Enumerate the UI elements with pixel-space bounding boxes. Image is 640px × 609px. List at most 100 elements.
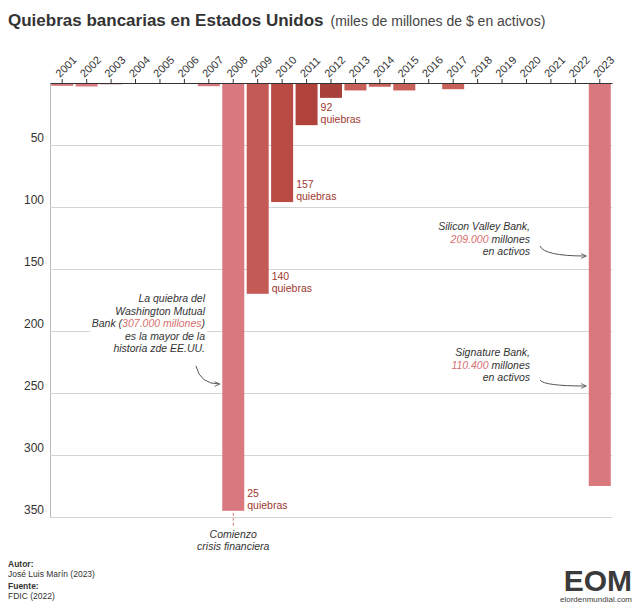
bar (296, 83, 318, 125)
y-tick-label: 150 (24, 255, 44, 269)
annotation-line: 110.400 millones (451, 359, 530, 371)
x-tick-mark (208, 79, 209, 83)
x-tick-label: 2009 (249, 54, 275, 80)
annotation-line: Silicon Valley Bank, (438, 220, 530, 232)
x-tick-label: 2013 (346, 54, 372, 80)
annotation-line: en activos (483, 245, 531, 257)
x-tick-label: 2001 (53, 54, 79, 80)
x-tick-mark (257, 79, 258, 83)
x-tick: 2016 (420, 54, 446, 83)
failure-label: 25quiebras (247, 487, 287, 511)
failure-label: 140quiebras (272, 270, 312, 294)
bar (344, 83, 366, 90)
x-tick: 2015 (395, 54, 421, 83)
annotation-arrow (196, 366, 219, 384)
annotation-background (449, 345, 532, 384)
annotation-part: ) (200, 317, 206, 329)
x-tick-mark (111, 79, 112, 83)
y-tick-label: 350 (24, 503, 44, 517)
title: Quiebras bancarias en Estados Unidos (8, 11, 324, 30)
bars (51, 83, 611, 511)
credit-label: Fuente: (8, 581, 39, 591)
annotation-part: millones (489, 233, 531, 245)
annotation-arrow (540, 380, 586, 386)
credit-value: José Luis Marín (2023) (8, 569, 95, 579)
grid-line (50, 145, 612, 146)
bar (589, 83, 611, 486)
x-tick-label: 2020 (517, 54, 543, 80)
x-tick-mark (526, 79, 527, 83)
annotation-line: crisis financiera (197, 540, 270, 552)
annotation-line: Bank (307.000 millones) (92, 317, 205, 329)
failure-label-line: quiebras (321, 113, 361, 125)
title-line: Quiebras bancarias en Estados Unidos (mil… (8, 11, 545, 30)
y-tick-label: 250 (24, 379, 44, 393)
x-tick-label: 2023 (591, 54, 617, 80)
annotation-line: es la mayor de la (125, 330, 205, 342)
y-tick: 350 (24, 503, 612, 518)
x-tick: 2005 (151, 54, 177, 83)
x-tick-label: 2008 (224, 54, 250, 80)
subtitle: (miles de millones de $ en activos) (331, 13, 546, 29)
x-tick-label: 2021 (542, 54, 568, 80)
annotation-highlight: 110.400 (451, 359, 488, 371)
x-tick-label: 2003 (102, 54, 128, 80)
grid-line (50, 517, 612, 518)
x-tick-label: 2018 (468, 54, 494, 80)
x-tick-mark (135, 79, 136, 83)
credit-value: FDIC (2022) (8, 591, 55, 601)
x-tick-label: 2011 (297, 54, 322, 79)
x-tick-label: 2007 (200, 54, 226, 80)
credits: Autor:José Luis Marín (2023) Fuente:FDIC … (8, 559, 95, 601)
annotation-background (90, 291, 208, 355)
x-tick-mark (306, 79, 307, 83)
x-axis: 2001200220032004200520062007200820092010… (51, 54, 617, 84)
x-tick: 2001 (53, 54, 79, 83)
annotation-part: Bank ( (92, 317, 124, 329)
x-tick-mark (599, 79, 600, 83)
x-axis-line (51, 83, 613, 84)
annotation-line: La quiebra del (138, 292, 205, 304)
x-tick-label: 2004 (126, 54, 152, 80)
failure-label-line: 157 (296, 178, 314, 190)
grid-line (50, 455, 612, 456)
annotation-highlight: 209.000 (450, 233, 489, 245)
x-tick-label: 2022 (566, 54, 592, 80)
logo: EOM (564, 564, 632, 597)
y-axis-line (50, 84, 51, 518)
bar (320, 83, 342, 98)
x-tick-mark (331, 79, 332, 83)
x-tick: 2013 (346, 54, 372, 83)
y-tick-label: 50 (31, 131, 45, 145)
x-tick-label: 2017 (444, 54, 470, 80)
failure-label-line: 140 (272, 270, 290, 282)
x-tick: 2009 (249, 54, 275, 83)
annotation-line: Signature Bank, (455, 346, 530, 358)
x-tick-mark (379, 79, 380, 83)
x-tick: 2012 (322, 54, 348, 83)
y-tick: 300 (24, 441, 612, 456)
x-tick-label: 2006 (175, 54, 201, 80)
x-tick: 2004 (126, 54, 152, 83)
x-tick-mark (502, 79, 503, 83)
failure-label-line: 25 (247, 487, 259, 499)
crisis-line (233, 513, 234, 527)
annotation-part: millones (489, 359, 531, 371)
bar (271, 83, 293, 202)
credit-label: Autor: (8, 559, 34, 569)
bar (393, 83, 415, 90)
x-tick: 2007 (200, 54, 226, 83)
chart: Quiebras bancarias en Estados Unidos (mil… (0, 0, 640, 609)
x-tick-label: 2019 (493, 54, 519, 80)
y-tick: 50 (31, 131, 612, 146)
x-tick-mark (355, 79, 356, 83)
annotation: Comienzocrisis financiera (195, 513, 272, 553)
x-tick-label: 2016 (420, 54, 446, 80)
x-tick-mark (184, 79, 185, 83)
x-tick: 2023 (591, 54, 617, 83)
x-tick-mark (550, 79, 551, 83)
x-tick: 2018 (468, 54, 494, 83)
x-tick: 2011 (297, 54, 322, 83)
grid-line (50, 207, 612, 208)
x-tick-mark (62, 79, 63, 83)
